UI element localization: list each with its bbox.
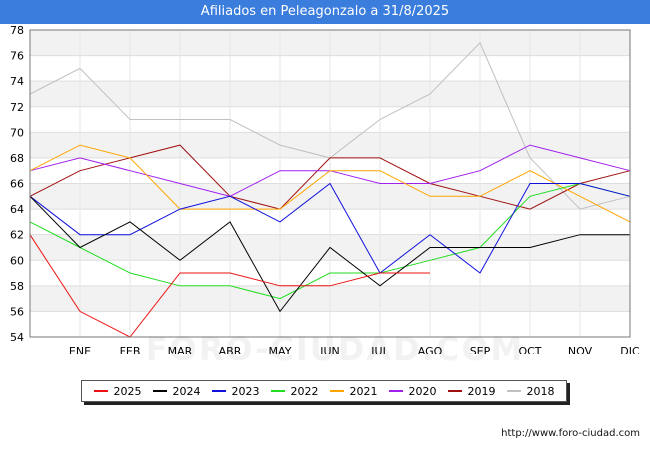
chart-title: Afiliados en Peleagonzalo a 31/8/2025 [0,0,650,24]
x-tick-label: ENE [69,345,91,354]
y-tick-label: 78 [10,24,24,37]
y-tick-label: 58 [10,280,24,293]
x-tick-label: JUN [319,345,340,354]
plot-frame [29,29,631,338]
x-tick-label: FEB [120,345,141,354]
series-line-2021 [29,144,631,223]
x-tick-label: SEP [470,345,491,354]
y-tick-label: 74 [10,75,24,88]
watermark: FORO-CIUDAD.COM [145,330,525,368]
legend-swatch [506,390,521,392]
x-tick-label: NOV [568,345,593,354]
series-line-2024 [29,195,630,313]
x-tick-label: MAY [269,345,292,354]
legend-label: 2022 [290,384,319,398]
legend: 2025 2024 2023 2022 2021 2020 2019 2018 [81,380,567,402]
legend-label: 2021 [349,384,378,398]
y-tick-label: 54 [10,331,24,344]
source-url: http://www.foro-ciudad.com [501,428,640,439]
y-tick-label: 72 [10,101,24,114]
legend-item-2025: 2025 [93,384,142,398]
legend-swatch [152,390,167,392]
legend-label: 2023 [231,384,260,398]
legend-item-2021: 2021 [329,384,378,398]
y-tick-label: 62 [10,229,24,242]
x-tick-label: ABR [219,345,242,354]
legend-label: 2019 [467,384,496,398]
legend-item-2023: 2023 [211,384,260,398]
x-tick-label: AGO [418,345,443,354]
legend-swatch [211,390,226,392]
legend-item-2024: 2024 [152,384,201,398]
legend-swatch [270,390,285,392]
series-line-2022 [29,182,631,300]
legend-label: 2025 [113,384,142,398]
y-tick-label: 70 [10,126,24,139]
y-tick-label: 60 [10,254,24,267]
y-tick-label: 66 [10,178,24,191]
x-tick-label: MAR [168,345,193,354]
legend-item-2022: 2022 [270,384,319,398]
x-tick-label: JUL [370,345,389,354]
legend-item-2019: 2019 [447,384,496,398]
line-chart: 54 56 58 60 62 64 66 68 70 72 74 76 78 ENE FEB MAR ABR MA… [10,24,640,354]
legend-swatch [447,390,462,392]
legend-swatch [388,390,403,392]
legend-item-2018: 2018 [506,384,555,398]
y-tick-label: 56 [10,305,24,318]
legend-label: 2024 [172,384,201,398]
series-line-2023 [29,182,631,274]
legend-swatch [93,390,108,392]
legend-label: 2018 [526,384,555,398]
x-tick-label: OCT [518,345,541,354]
y-tick-label: 64 [10,203,24,216]
x-tick-label: DIC [620,345,640,354]
series-line-2025 [29,234,430,338]
y-tick-label: 68 [10,152,24,165]
y-tick-label: 76 [10,50,24,63]
legend-swatch [329,390,344,392]
legend-label: 2020 [408,384,437,398]
legend-item-2020: 2020 [388,384,437,398]
